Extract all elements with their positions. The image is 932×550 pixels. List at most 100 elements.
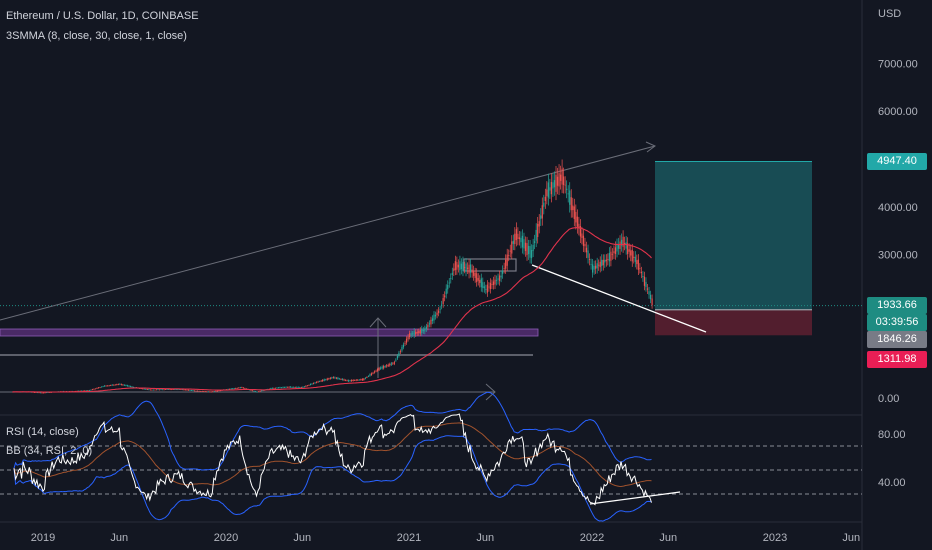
price-tick-label: 3000.00: [878, 250, 918, 262]
candle: [332, 377, 334, 378]
candle: [364, 377, 366, 379]
candle: [277, 387, 280, 389]
symbol-title[interactable]: Ethereum / U.S. Dollar, 1D, COINBASE: [6, 10, 199, 22]
candle: [341, 378, 344, 380]
candle: [81, 390, 83, 392]
candle: [285, 386, 287, 388]
candle: [558, 173, 560, 187]
candle: [614, 247, 617, 254]
candle: [424, 328, 426, 332]
candle: [555, 174, 557, 192]
candle: [372, 372, 374, 374]
candle: [46, 392, 48, 394]
purple-zone: [0, 328, 539, 337]
candle: [402, 344, 405, 348]
candle: [116, 384, 118, 386]
measure-arrowhead: [369, 317, 387, 328]
candle: [168, 389, 170, 390]
candle: [258, 391, 260, 393]
rsi-tick-label: 80.00: [878, 429, 906, 441]
candle: [128, 385, 130, 387]
candle: [540, 215, 542, 219]
candle: [172, 389, 174, 390]
candle: [294, 387, 296, 388]
candle: [427, 324, 429, 328]
candle: [415, 331, 417, 335]
candle: [605, 259, 607, 262]
candle: [186, 389, 188, 391]
price-tick-label: 7000.00: [878, 58, 918, 70]
candle: [541, 205, 543, 219]
candle: [509, 250, 511, 252]
candle: [532, 245, 534, 252]
candle: [380, 367, 382, 369]
candle: [274, 387, 276, 389]
candle: [627, 243, 629, 254]
candle: [215, 390, 217, 392]
candle: [178, 389, 180, 390]
candle: [491, 284, 493, 285]
candle: [582, 235, 585, 246]
candle: [488, 286, 490, 288]
candle: [608, 252, 610, 262]
candle: [35, 392, 37, 393]
candle: [450, 278, 452, 279]
candle: [517, 233, 519, 239]
candle: [573, 206, 575, 220]
candle: [624, 242, 626, 245]
candle: [527, 245, 530, 255]
candle: [271, 387, 273, 389]
candle: [570, 197, 572, 211]
candle: [601, 259, 603, 266]
candle: [200, 391, 202, 392]
time-tick-label: 2023: [763, 532, 787, 544]
candle: [607, 258, 609, 260]
candle: [602, 259, 604, 266]
candle: [444, 295, 446, 298]
candle: [473, 270, 475, 276]
candle: [492, 281, 495, 286]
candle: [470, 264, 472, 273]
candle: [593, 265, 595, 270]
support-line: [531, 264, 707, 333]
candle: [587, 250, 589, 258]
candle: [436, 312, 438, 315]
candle: [538, 221, 540, 227]
candle: [503, 267, 505, 269]
candle: [376, 368, 379, 372]
candle: [213, 391, 215, 393]
candle: [232, 388, 234, 390]
candle: [514, 233, 516, 245]
candle: [193, 390, 196, 392]
rsi-title[interactable]: RSI (14, close): [6, 426, 79, 438]
candle: [197, 390, 199, 392]
candle: [148, 389, 150, 391]
candle: [94, 388, 97, 390]
candle: [483, 286, 485, 289]
candle: [445, 288, 447, 295]
bb-title[interactable]: BB (34, RSI, 2, 0): [6, 445, 93, 457]
candle: [453, 268, 455, 271]
candle: [328, 378, 330, 380]
candle: [463, 266, 466, 268]
candle: [474, 272, 476, 278]
candle: [349, 380, 351, 382]
candle: [152, 389, 154, 391]
candle: [195, 390, 197, 392]
candle: [599, 261, 601, 268]
candle: [495, 280, 498, 282]
candle: [604, 259, 606, 263]
candle: [430, 319, 432, 325]
candle: [236, 387, 238, 389]
indicator-title[interactable]: 3SMMA (8, close, 30, close, 1, close): [6, 30, 187, 42]
candle: [142, 388, 144, 390]
candle: [559, 174, 562, 181]
candle: [619, 241, 621, 249]
candle: [592, 264, 594, 273]
time-tick-label: 2021: [397, 532, 421, 544]
candle: [529, 246, 531, 258]
candle: [126, 385, 129, 387]
smma-line: [12, 227, 652, 393]
candle: [413, 330, 415, 336]
